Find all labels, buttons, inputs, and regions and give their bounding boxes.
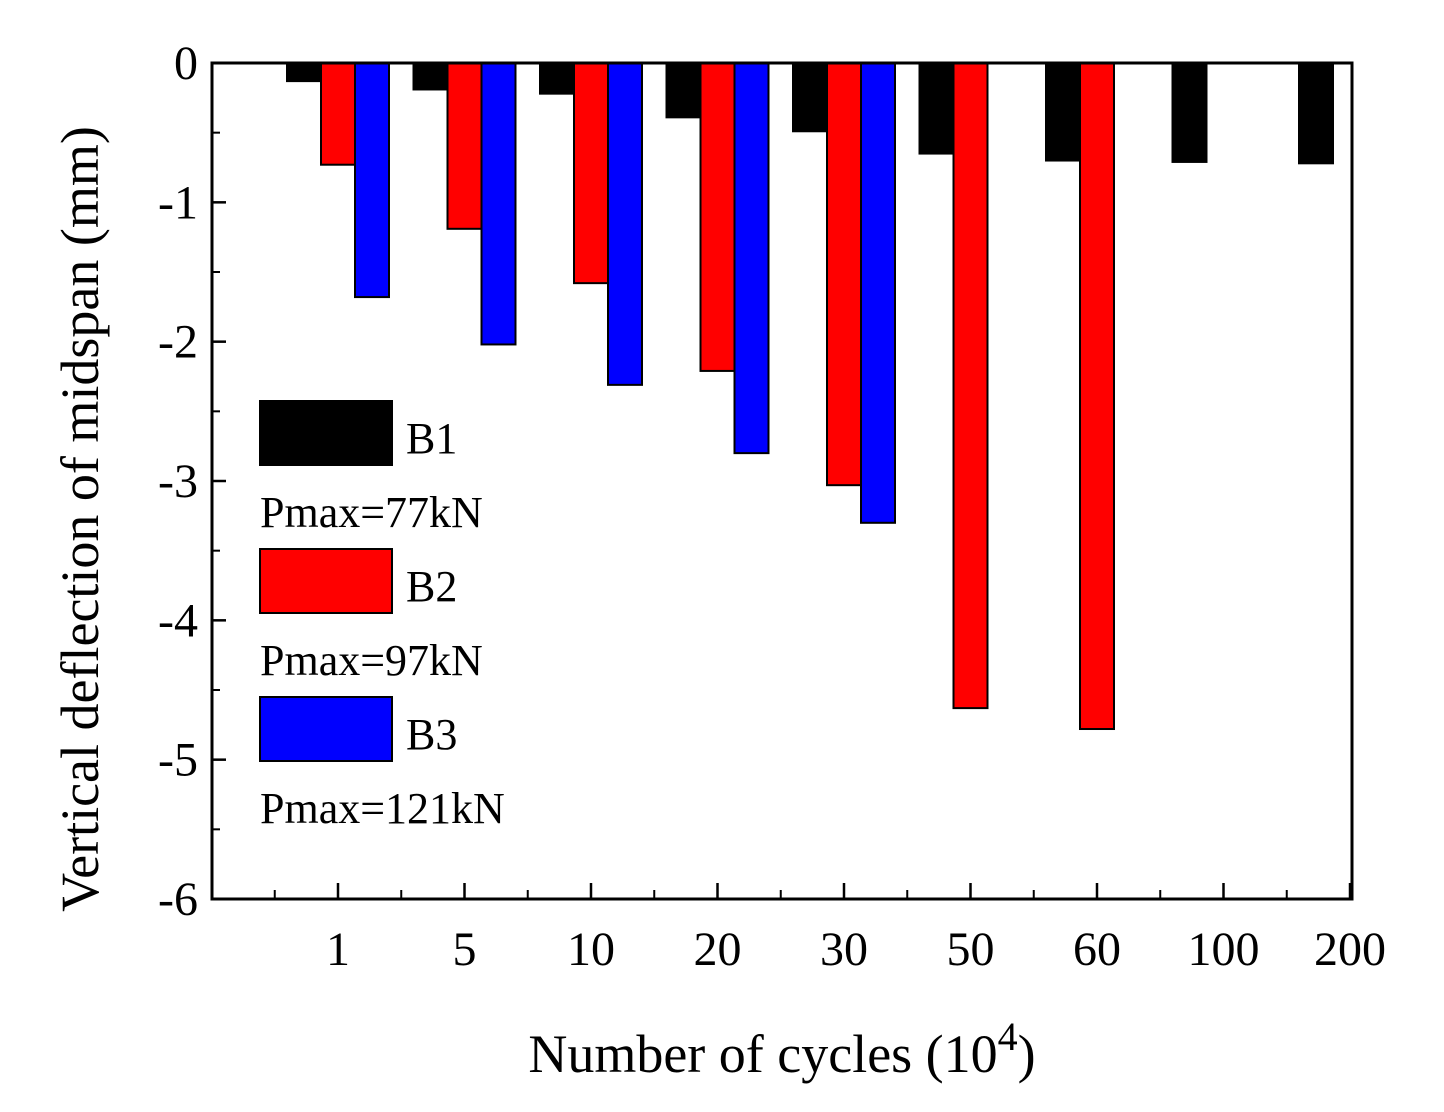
- x-tick-label: 50: [947, 923, 995, 976]
- legend-note-b2: Pmax=97kN: [260, 636, 483, 685]
- y-axis: 0 -1 -2 -3 -4 -5 -6: [158, 37, 226, 926]
- legend-note-b3: Pmax=121kN: [260, 784, 505, 833]
- bar-b3-30: [860, 62, 896, 524]
- x-axis: 1 5 10 20 30 50 60 100 200: [273, 883, 1386, 976]
- bar-b1-60: [1045, 62, 1081, 162]
- bar-b1-20: [665, 62, 702, 119]
- bar-b1-50: [918, 62, 955, 155]
- x-tick-label: 100: [1188, 923, 1260, 976]
- y-tick-label: -4: [158, 594, 198, 647]
- y-axis-title: Vertical deflection of midspan (mm): [50, 126, 110, 912]
- legend-label-b3: B3: [406, 710, 457, 759]
- bar-b1-30: [792, 62, 828, 133]
- bar-b2-20: [699, 62, 736, 372]
- x-tick-label: 200: [1314, 923, 1386, 976]
- y-tick-label: -2: [158, 316, 198, 369]
- y-tick-label: -5: [158, 734, 198, 787]
- bar-b2-1: [320, 62, 356, 166]
- x-tick-label: 30: [820, 923, 868, 976]
- bar-b3-5: [480, 62, 517, 346]
- legend-label-b2: B2: [406, 562, 457, 611]
- y-tick-label: -6: [158, 873, 198, 926]
- x-axis-title: Number of cycles (104): [528, 1014, 1035, 1084]
- y-tick-label: -1: [158, 176, 198, 229]
- bar-b3-1: [354, 62, 390, 299]
- legend: B1 Pmax=77kN B2 Pmax=97kN B3 Pmax=121kN: [259, 400, 505, 833]
- bar-b3-20: [733, 62, 770, 455]
- bars-layer: [286, 62, 1334, 731]
- x-tick-label: 60: [1073, 923, 1121, 976]
- bar-b1-200: [1298, 62, 1334, 165]
- bar-b1-10: [539, 62, 575, 95]
- bar-b2-10: [573, 62, 609, 285]
- bar-b2-30: [826, 62, 862, 487]
- bar-b1-5: [412, 62, 449, 91]
- bar-b3-10: [607, 62, 643, 386]
- legend-swatch-b1: [259, 400, 393, 466]
- bar-b2-50: [952, 62, 989, 710]
- x-tick-label: 20: [694, 923, 742, 976]
- x-tick-label: 1: [326, 923, 350, 976]
- bar-b2-5: [446, 62, 483, 230]
- legend-swatch-b3: [259, 696, 393, 762]
- bar-b1-100: [1171, 62, 1208, 163]
- bar-b1-1: [286, 62, 322, 83]
- legend-label-b1: B1: [406, 414, 457, 463]
- legend-note-b1: Pmax=77kN: [260, 488, 483, 537]
- x-tick-label: 10: [567, 923, 615, 976]
- legend-swatch-b2: [259, 548, 393, 614]
- y-tick-label: 0: [174, 37, 198, 90]
- x-tick-label: 5: [453, 923, 477, 976]
- y-tick-label: -3: [158, 455, 198, 508]
- bar-b2-60: [1079, 62, 1115, 731]
